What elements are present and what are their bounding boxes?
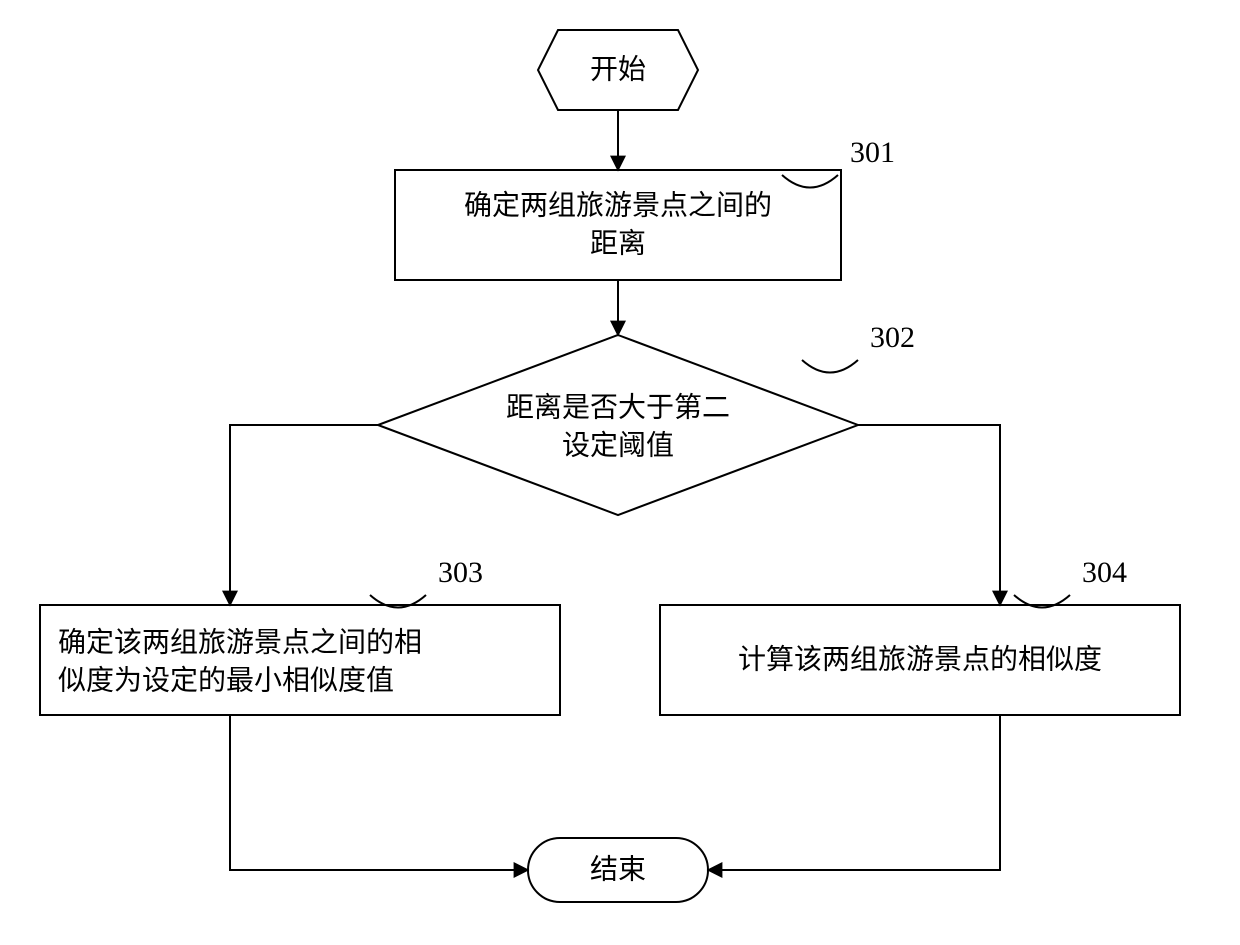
step-301-ref: 301 <box>850 136 895 169</box>
step-301-line2: 距离 <box>590 227 646 259</box>
step-303-line2: 似度为设定的最小相似度值 <box>58 664 394 696</box>
decision-302-diamond <box>378 335 858 515</box>
step-304-line1: 计算该两组旅游景点的相似度 <box>738 643 1102 675</box>
end-label: 结束 <box>590 853 646 885</box>
edge-302-304 <box>858 425 1000 605</box>
edge-303-end <box>230 715 528 870</box>
step-304-ref: 304 <box>1082 556 1127 589</box>
step-303-box <box>40 605 560 715</box>
decision-302-line1: 距离是否大于第二 <box>506 391 730 423</box>
flowchart-canvas: 开始 确定两组旅游景点之间的 距离 301 距离是否大于第二 设定阈值 302 … <box>0 0 1240 945</box>
edge-304-end <box>708 715 1000 870</box>
step-301-box <box>395 170 841 280</box>
edge-302-303 <box>230 425 378 605</box>
decision-302-leader <box>802 360 858 373</box>
start-label: 开始 <box>590 53 646 85</box>
decision-302-node: 距离是否大于第二 设定阈值 302 <box>378 321 915 515</box>
decision-302-ref: 302 <box>870 321 915 354</box>
step-301-line1: 确定两组旅游景点之间的 <box>464 189 772 221</box>
decision-302-line2: 设定阈值 <box>562 429 674 461</box>
start-node: 开始 <box>538 30 698 110</box>
step-303-line1: 确定该两组旅游景点之间的相 <box>58 626 422 658</box>
end-node: 结束 <box>528 838 708 902</box>
step-303-ref: 303 <box>438 556 483 589</box>
step-301-node: 确定两组旅游景点之间的 距离 301 <box>395 136 895 280</box>
step-304-node: 计算该两组旅游景点的相似度 304 <box>660 556 1180 715</box>
step-303-node: 确定该两组旅游景点之间的相 似度为设定的最小相似度值 303 <box>40 556 560 715</box>
